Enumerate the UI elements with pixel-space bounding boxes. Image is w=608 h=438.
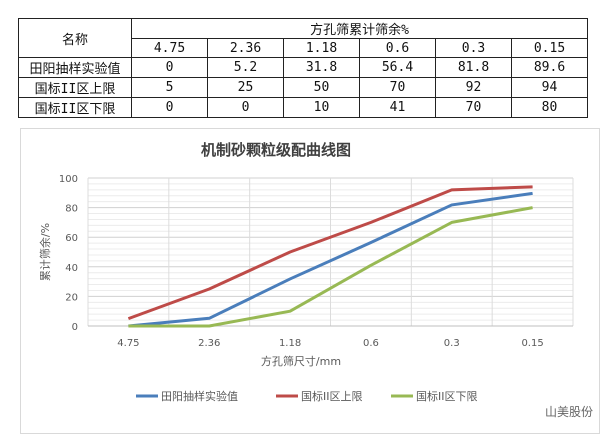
legend-label: 田阳抽样实验值	[161, 389, 238, 403]
series-line-1	[127, 185, 533, 321]
table-row: 国标II区上限 5 25 50 70 92 94	[18, 77, 588, 98]
chart-title: 机制砂颗粒级配曲线图	[201, 141, 351, 159]
series-line-0	[128, 191, 533, 328]
table-cell: 80	[511, 97, 588, 118]
table-cell: 70	[359, 77, 436, 98]
sieve-size-header: 1.18	[283, 38, 360, 58]
sieve-size-header: 2.36	[207, 38, 284, 58]
table-cell: 0	[207, 97, 284, 118]
table-cell: 94	[511, 77, 588, 98]
y-tick-label: 20	[65, 292, 78, 303]
y-axis-label: 累计筛余/%	[38, 223, 52, 281]
x-tick-label: 0.3	[444, 338, 460, 349]
sieve-size-header: 4.75	[131, 38, 208, 58]
table-cell: 0	[131, 57, 208, 78]
name-header: 名称	[18, 18, 132, 58]
row-label: 国标II区下限	[18, 97, 132, 118]
series-line-2	[128, 206, 533, 328]
x-tick-label: 0.15	[521, 338, 543, 349]
x-tick-label: 1.18	[279, 338, 301, 349]
table-cell: 70	[435, 97, 512, 118]
sieve-data-table: 名称 方孔筛累计筛余% 4.75 2.36 1.18 0.6 0.3 0.15 田阳抽样实…	[18, 18, 588, 118]
chart-svg: 0 20 40 60 80 100 4.75 2.36 1.18 0.6 0.3 0.15 机制砂颗粒级…	[38, 141, 593, 419]
table-cell: 25	[207, 77, 284, 98]
x-tick-label: 4.75	[117, 338, 139, 349]
sieve-size-row: 4.75 2.36 1.18 0.6 0.3 0.15	[19, 38, 588, 58]
table-cell: 41	[359, 97, 436, 118]
sieve-size-header: 0.15	[511, 38, 588, 58]
table-cell: 0	[131, 97, 208, 118]
y-tick-label: 80	[65, 204, 78, 215]
table-cell: 89.6	[511, 57, 588, 78]
table-cell: 50	[283, 77, 360, 98]
table-cell: 31.8	[283, 57, 360, 78]
y-tick-label: 60	[65, 233, 78, 244]
table-row: 田阳抽样实验值 0 5.2 31.8 56.4 81.8 89.6	[18, 57, 588, 78]
y-tick-label: 100	[59, 174, 78, 185]
legend-label: 国标II区上限	[301, 389, 363, 403]
sieve-size-header: 0.6	[359, 38, 436, 58]
table-cell: 5	[131, 77, 208, 98]
y-tick-label: 0	[72, 322, 78, 333]
x-tick-label: 0.6	[363, 338, 379, 349]
x-axis-label: 方孔筛尺寸/mm	[261, 354, 341, 368]
table-cell: 10	[283, 97, 360, 118]
table-cell: 81.8	[435, 57, 512, 78]
table-cell: 56.4	[359, 57, 436, 78]
watermark: 山美股份	[545, 405, 593, 419]
sieve-size-header: 0.3	[435, 38, 512, 58]
y-tick-label: 40	[65, 263, 78, 274]
table-cell: 5.2	[207, 57, 284, 78]
row-label: 田阳抽样实验值	[18, 57, 132, 78]
table-row: 国标II区下限 0 0 10 41 70 80	[18, 97, 588, 118]
x-tick-label: 2.36	[198, 338, 220, 349]
group-header: 方孔筛累计筛余%	[131, 18, 588, 39]
chart: 0 20 40 60 80 100 4.75 2.36 1.18 0.6 0.3 0.15 机制砂颗粒级…	[20, 128, 600, 434]
table-cell: 92	[435, 77, 512, 98]
legend-label: 国标II区下限	[416, 389, 478, 403]
row-label: 国标II区上限	[18, 77, 132, 98]
